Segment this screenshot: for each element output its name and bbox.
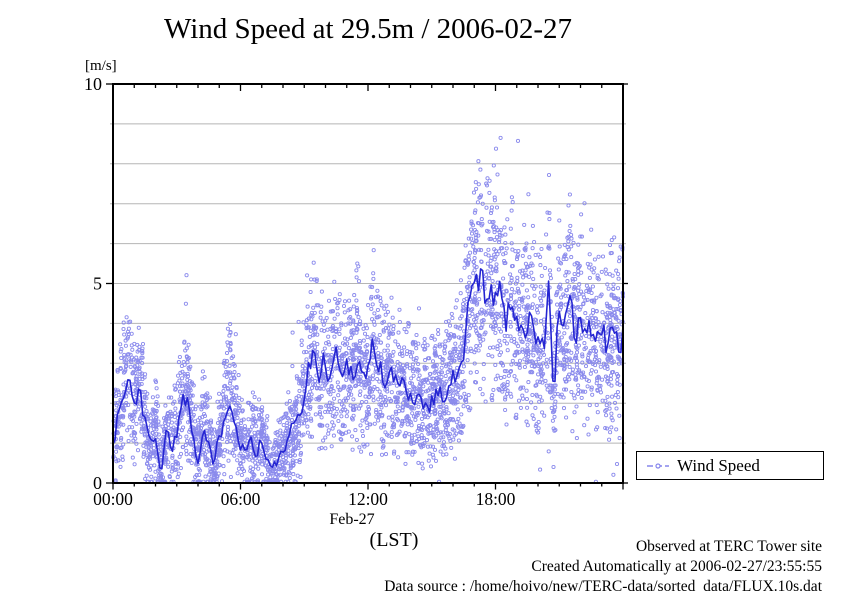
svg-text:18:00: 18:00: [476, 489, 516, 509]
footer-created-timestamp: Created Automatically at 2006-02-27/23:5…: [531, 558, 822, 575]
svg-text:5: 5: [93, 274, 102, 294]
svg-text:0: 0: [93, 473, 102, 493]
scatter-points: [111, 135, 625, 484]
y-tick-labels: 0 5 10: [84, 74, 102, 493]
chart-title: Wind Speed at 29.5m / 2006-02-27: [164, 13, 572, 45]
x-tick-labels: 00:00 06:00 12:00 18:00: [93, 489, 516, 509]
axis-ticks: [106, 83, 628, 490]
legend-marker-icon: [647, 462, 669, 469]
svg-text:06:00: 06:00: [221, 489, 261, 509]
legend: Wind Speed: [636, 451, 824, 480]
legend-label: Wind Speed: [677, 455, 760, 475]
footer-observed-site: Observed at TERC Tower site: [635, 538, 822, 555]
x-axis-date-label: Feb-27: [329, 511, 375, 528]
y-axis-unit-label: [m/s]: [85, 58, 117, 74]
svg-text:12:00: 12:00: [348, 489, 388, 509]
svg-text:10: 10: [84, 74, 102, 94]
x-axis-timezone-label: (LST): [369, 529, 419, 551]
footer-data-source: Data source : /home/hoivo/new/TERC-data/…: [384, 578, 822, 595]
mean-line: [112, 268, 624, 470]
footer-annotations: Observed at TERC Tower site Created Auto…: [384, 537, 822, 595]
